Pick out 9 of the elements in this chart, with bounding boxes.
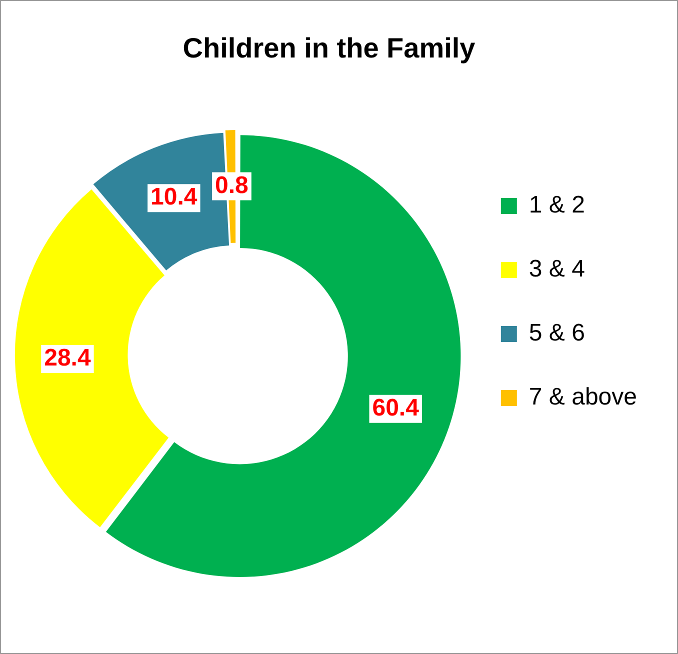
legend-label: 7 & above — [528, 384, 638, 411]
legend-label: 5 & 6 — [528, 320, 585, 347]
data-label: 0.8 — [215, 172, 248, 199]
data-label: 60.4 — [372, 394, 420, 422]
legend-label: 1 & 2 — [528, 192, 585, 219]
data-label: 28.4 — [44, 344, 92, 372]
chart-title: Children in the Family — [182, 32, 476, 64]
data-label: 10.4 — [150, 184, 198, 211]
legend-label: 3 & 4 — [528, 256, 585, 283]
